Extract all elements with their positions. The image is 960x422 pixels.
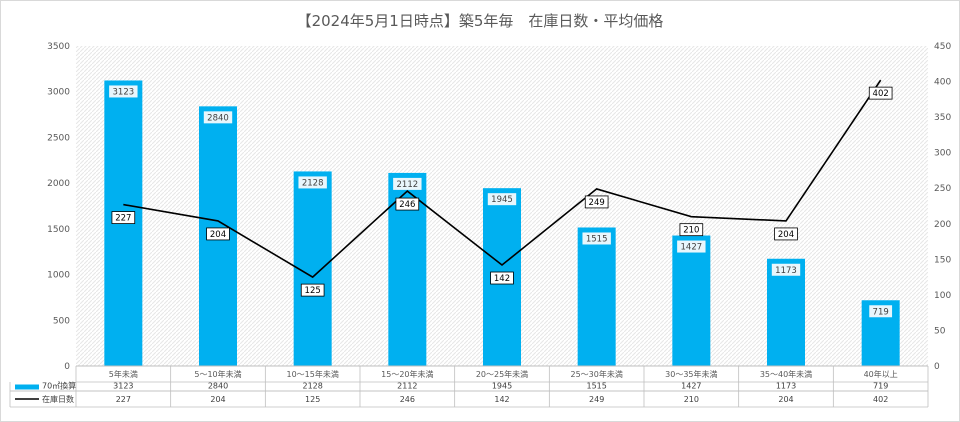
axes: 0 500 1000 1500 2000 2500 3000 3500 0 50 100 150 200… bbox=[47, 42, 951, 372]
line-label-box-4 bbox=[395, 197, 420, 211]
y-tick-2500: 2500 bbox=[47, 133, 70, 143]
line-label-8: 204 bbox=[778, 230, 794, 240]
table-bar-value-5: 1945 bbox=[492, 382, 512, 391]
table-bar-value-4: 2112 bbox=[397, 382, 417, 391]
line-label-6: 249 bbox=[589, 198, 605, 208]
bar-label-bg-1 bbox=[109, 85, 138, 98]
line-label-box-8 bbox=[774, 227, 798, 241]
bar-label-3: 2128 bbox=[302, 178, 324, 188]
category-label-7: 30～35年未満 bbox=[665, 369, 717, 379]
table-bar-value-8: 1173 bbox=[776, 382, 796, 391]
y2-tick-100: 100 bbox=[934, 291, 951, 301]
line-label-box-9 bbox=[868, 86, 893, 100]
y-tick-1500: 1500 bbox=[47, 225, 70, 235]
table-line-value-2: 204 bbox=[210, 395, 225, 404]
table-line-value-7: 210 bbox=[684, 395, 699, 404]
category-label-2: 5～10年未満 bbox=[194, 369, 241, 379]
bar-label-7: 1427 bbox=[681, 243, 703, 253]
bar-label-bg-7 bbox=[677, 240, 706, 253]
bar-label-4: 2112 bbox=[397, 180, 419, 190]
bar-label-8: 1173 bbox=[775, 266, 797, 276]
table-line-value-5: 142 bbox=[494, 395, 509, 404]
line-label-3: 125 bbox=[305, 286, 321, 296]
y-tick-3500: 3500 bbox=[47, 42, 70, 52]
bar-label-1: 3123 bbox=[113, 87, 135, 97]
category-label-1: 5年未満 bbox=[109, 369, 138, 379]
bar-6 bbox=[577, 227, 616, 366]
table-bar-value-6: 1515 bbox=[586, 382, 606, 391]
legend-label-bars: 70㎡換算 bbox=[42, 381, 76, 391]
line-label-box-1 bbox=[111, 211, 136, 224]
table-bar-value-9: 719 bbox=[873, 382, 888, 391]
line-label-box-7 bbox=[679, 223, 704, 237]
table-line-value-8: 204 bbox=[778, 395, 793, 404]
category-label-8: 35～40年未満 bbox=[760, 369, 812, 379]
bar-label-bg-2 bbox=[203, 111, 233, 124]
table-bar-value-7: 1427 bbox=[681, 382, 701, 391]
y-tick-500: 500 bbox=[53, 316, 70, 326]
table-bar-value-3: 2128 bbox=[302, 382, 322, 391]
y2-tick-400: 400 bbox=[934, 78, 951, 88]
y2-tick-150: 150 bbox=[934, 255, 951, 265]
line-label-box-3 bbox=[300, 283, 325, 297]
y2-tick-300: 300 bbox=[934, 149, 951, 159]
legend-key-bars bbox=[15, 384, 39, 390]
bar-label-9: 719 bbox=[873, 307, 889, 317]
y2-tick-0: 0 bbox=[934, 362, 940, 372]
y-tick-1000: 1000 bbox=[47, 271, 70, 281]
y2-tick-200: 200 bbox=[934, 220, 951, 230]
y2-tick-250: 250 bbox=[934, 184, 951, 194]
line-path bbox=[123, 79, 882, 279]
y2-tick-50: 50 bbox=[934, 326, 946, 336]
y2-tick-450: 450 bbox=[934, 42, 951, 52]
line-label-4: 246 bbox=[399, 200, 415, 210]
category-label-5: 20～25年未満 bbox=[476, 369, 528, 379]
bar-label-bg-8 bbox=[771, 263, 801, 276]
category-label-9: 40年以上 bbox=[864, 369, 898, 379]
bar-label-6: 1515 bbox=[586, 234, 608, 244]
table-line-value-9: 402 bbox=[873, 395, 888, 404]
line-label-box-2 bbox=[206, 227, 230, 241]
data-table: 5年未満 5～10年未満 10～15年未満 15～20年未満 20～25年未満 25～30… bbox=[9, 366, 929, 408]
chart-title: 【2024年5月1日時点】築5年毎 在庫日数・平均価格 bbox=[297, 12, 664, 30]
y-tick-0: 0 bbox=[64, 362, 70, 372]
line-series: 227 204 125 246 142 249 210 204 402 bbox=[111, 79, 893, 297]
line-label-1: 227 bbox=[115, 214, 131, 224]
line-label-2: 204 bbox=[210, 230, 226, 240]
line-label-box-5 bbox=[490, 271, 514, 285]
line-label-9: 402 bbox=[873, 89, 889, 99]
bar-8 bbox=[767, 258, 805, 366]
line-label-7: 210 bbox=[683, 226, 699, 236]
table-line-value-4: 246 bbox=[400, 395, 415, 404]
bar-label-bg-5 bbox=[487, 193, 517, 206]
bar-label-2: 2840 bbox=[207, 113, 229, 123]
table-bar-value-1: 3123 bbox=[113, 382, 133, 391]
bar-label-5: 1945 bbox=[491, 195, 513, 205]
legend-label-line: 在庫日数 bbox=[42, 394, 74, 404]
bar-label-bg-6 bbox=[582, 232, 611, 245]
category-label-6: 25～30年未満 bbox=[570, 369, 622, 379]
category-label-3: 10～15年未満 bbox=[286, 369, 338, 379]
table-line-value-1: 227 bbox=[116, 395, 131, 404]
y2-tick-350: 350 bbox=[934, 113, 951, 123]
line-label-box-6 bbox=[584, 195, 609, 209]
bar-label-bg-4 bbox=[393, 177, 422, 190]
y-tick-2000: 2000 bbox=[47, 179, 70, 189]
y-tick-3000: 3000 bbox=[47, 88, 70, 98]
category-label-4: 15～20年未満 bbox=[381, 369, 433, 379]
table-line-value-6: 249 bbox=[589, 395, 604, 404]
line-label-5: 142 bbox=[494, 274, 510, 284]
table-bar-value-2: 2840 bbox=[208, 382, 228, 391]
bar-7 bbox=[672, 235, 711, 366]
bar-label-bg-9 bbox=[869, 305, 893, 318]
table-line-value-3: 125 bbox=[305, 395, 320, 404]
bar-label-bg-3 bbox=[298, 176, 327, 189]
